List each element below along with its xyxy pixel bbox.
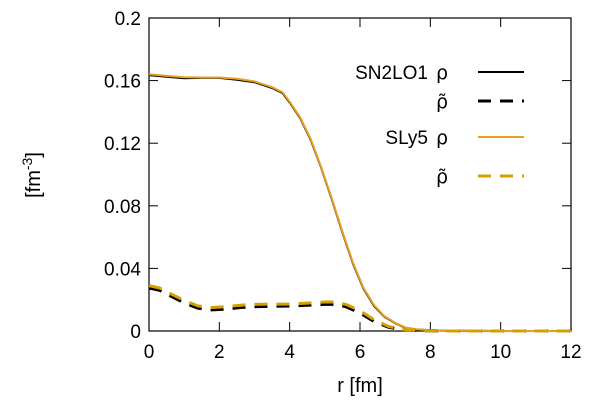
legend-series-name: SLy5	[385, 128, 428, 149]
legend-symbol: ρ̃	[436, 91, 448, 113]
y-axis-title-exponent: -3	[19, 157, 35, 170]
y-axis-title-base: [fm	[23, 170, 45, 198]
x-axis-title: r [fm]	[337, 375, 383, 397]
x-tick-label: 0	[144, 342, 155, 363]
y-tick-label: 0.12	[104, 134, 141, 155]
series-lines	[148, 73, 571, 333]
y-tick-label: 0.08	[104, 197, 141, 218]
legend-series-name: SN2LO1	[355, 63, 428, 84]
y-tick-label: 0.04	[104, 259, 141, 280]
x-tick-label: 8	[425, 342, 436, 363]
series-line	[148, 74, 571, 332]
y-tick-label: 0	[130, 322, 141, 343]
legend-symbol: ρ	[436, 127, 448, 149]
series-line	[148, 73, 571, 332]
x-tick-label: 6	[355, 342, 366, 363]
y-tick-label: 0.2	[115, 9, 141, 30]
legend-symbol: ρ̃	[436, 166, 448, 188]
y-axis-title-close: ]	[23, 152, 45, 158]
y-tick-label: 0.16	[104, 72, 141, 93]
x-tick-label: 2	[214, 342, 225, 363]
x-tick-label: 12	[560, 342, 581, 363]
series-line	[148, 286, 571, 333]
y-axis-title: [fm-3]	[19, 152, 45, 198]
legend: ρ SN2LO1 ρ̃ ρ SLy5 ρ̃	[355, 62, 524, 188]
axis-ticks: 0 2 4 6 8 10 12 0 0.04 0.08 0.12 0.16 0.2	[104, 9, 582, 363]
series-line	[148, 284, 571, 333]
legend-symbol: ρ	[436, 62, 448, 84]
x-tick-label: 10	[490, 342, 511, 363]
x-tick-label: 4	[284, 342, 295, 363]
